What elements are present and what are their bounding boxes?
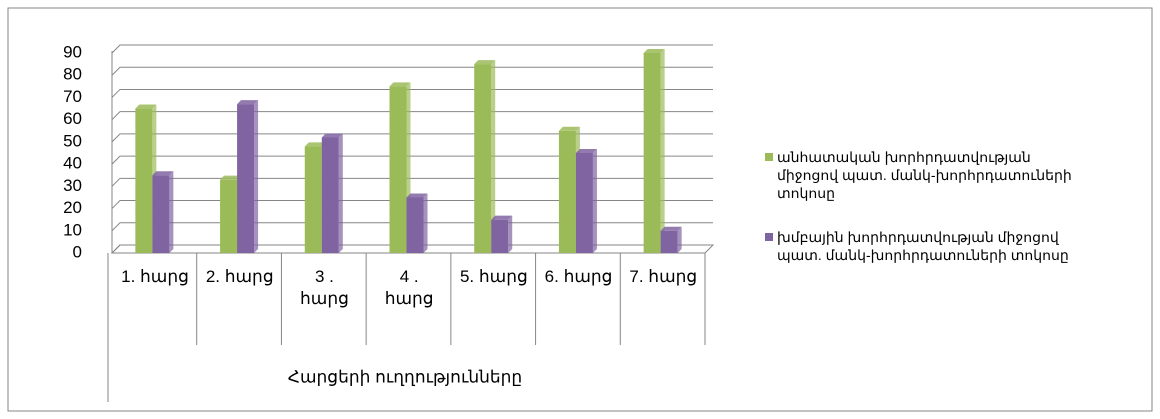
y-tick-label: 10	[63, 220, 82, 239]
bar-side	[592, 149, 597, 253]
y-tick-label: 80	[63, 65, 82, 84]
grid-line	[111, 133, 713, 143]
bar	[406, 197, 424, 253]
y-tick-label: 50	[63, 131, 82, 150]
bar-top	[321, 133, 343, 138]
bar	[321, 137, 339, 253]
bar-top	[220, 175, 242, 180]
bar	[474, 64, 492, 253]
bar	[237, 104, 255, 253]
bar	[643, 53, 661, 253]
bar-top	[474, 60, 496, 65]
bar	[575, 153, 593, 253]
bar	[152, 175, 170, 253]
legend-entry: խմբային խորհրդատվության միջոցով պատ. ման…	[765, 228, 1077, 264]
x-tick-label: 7. հարց	[629, 267, 698, 286]
bar-top	[152, 171, 174, 176]
legend-swatch	[765, 233, 773, 241]
chart-frame	[7, 7, 1153, 412]
bar-side	[423, 193, 428, 253]
y-tick-label: 40	[63, 154, 82, 173]
x-tick-label: 2. հարց	[205, 267, 274, 286]
bar-top	[389, 82, 411, 87]
bar-side	[169, 171, 174, 253]
y-tick-label: 90	[63, 42, 82, 61]
x-tick-label: 1. հարց	[121, 267, 189, 286]
bar-top	[237, 100, 259, 105]
y-tick-label: 60	[63, 109, 82, 128]
bar-top	[304, 142, 326, 147]
bar-top	[491, 215, 513, 220]
bar	[389, 86, 407, 253]
legend-swatch	[765, 153, 773, 161]
y-tick-label: 0	[73, 242, 82, 261]
bar-top	[558, 126, 580, 131]
x-tick-label: 5. հարց	[459, 267, 528, 286]
bar	[135, 108, 153, 253]
bar	[220, 179, 238, 253]
y-tick-label: 20	[63, 198, 82, 217]
bar-side	[491, 60, 496, 253]
x-tick-label: 3 . հարց	[299, 267, 349, 308]
grid-line	[111, 200, 713, 209]
bar-side	[254, 100, 259, 253]
bar-side	[660, 49, 665, 253]
bar-side	[508, 215, 513, 253]
x-axis-label: Հարցերի ուղղությունները	[288, 367, 522, 386]
grid-line	[111, 88, 713, 98]
bar	[491, 219, 509, 253]
x-tick-label: 4 . հարց	[384, 267, 434, 308]
bar-top	[643, 49, 665, 53]
bar-top	[135, 104, 157, 109]
bar-side	[677, 226, 682, 253]
y-tick-label: 70	[63, 87, 82, 106]
legend-label: անհատական խորհրդատվության միջոցով պատ. մ…	[777, 149, 1072, 201]
bar-top	[660, 226, 682, 231]
grid-line	[111, 177, 713, 187]
bar	[558, 130, 576, 253]
grid-line	[111, 155, 713, 165]
bar	[304, 146, 322, 253]
legend-label: խմբային խորհրդատվության միջոցով պատ. ման…	[777, 229, 1069, 263]
bar-top	[406, 193, 428, 198]
grid-line	[111, 222, 713, 232]
grid-line	[111, 111, 713, 121]
legend-entry: անհատական խորհրդատվության միջոցով պատ. մ…	[765, 148, 1077, 202]
grid-line	[111, 66, 713, 76]
bar-side	[338, 133, 343, 253]
bar-top	[575, 149, 597, 153]
x-tick-label: 6. հարց	[544, 267, 613, 286]
grid-line	[111, 44, 713, 54]
bar	[660, 230, 678, 253]
y-tick-label: 30	[63, 176, 82, 195]
